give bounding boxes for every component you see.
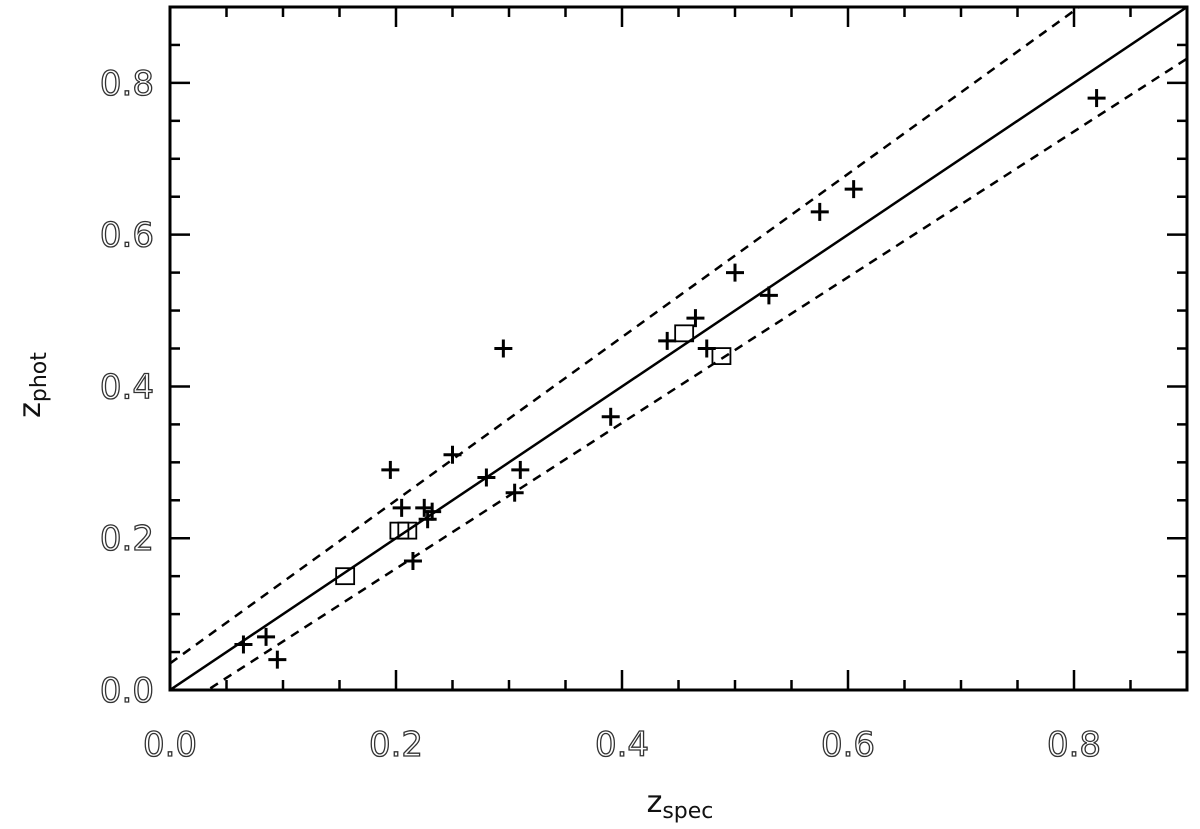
x-axis-label-main: z (647, 785, 663, 820)
plus-marker (381, 460, 400, 479)
plus-marker (810, 202, 829, 221)
x-tick-label: 0.4 (595, 725, 649, 765)
axis-ticks (168, 5, 1189, 692)
x-tick-label: 0.0 (143, 725, 197, 765)
plot-frame (168, 5, 1189, 692)
y-axis-label-sub: phot (27, 352, 52, 402)
y-tick-label: 0.0 (100, 671, 154, 711)
plus-marker (686, 309, 705, 328)
x-tick-label: 0.8 (1047, 725, 1101, 765)
square-marker (335, 567, 356, 586)
plus-marker (443, 445, 462, 464)
dashed-bound-line-2 (205, 57, 1187, 690)
plus-marker (494, 339, 513, 358)
plus-marker (403, 551, 422, 570)
tick-labels: 0.0 0.2 0.4 0.6 0.8 0.0 0.2 0.4 0.6 0.8 (99, 63, 1101, 765)
x-axis-label: zspec (647, 785, 714, 824)
x-axis-label-sub: spec (662, 799, 713, 824)
plus-marker (511, 460, 530, 479)
plus-marker (726, 263, 744, 282)
plus-marker (658, 331, 677, 350)
y-tick-label: 0.2 (100, 519, 154, 559)
plus-marker (234, 635, 253, 654)
y-tick-label: 0.4 (100, 367, 154, 407)
plus-marker (392, 498, 411, 517)
square-marker (674, 324, 695, 343)
one-to-one-line (170, 7, 1187, 690)
data-points (234, 89, 1106, 669)
x-tick-label: 0.6 (821, 725, 875, 765)
y-tick-label: 0.6 (100, 216, 154, 256)
y-tick-label: 0.8 (100, 64, 154, 104)
plus-marker (257, 627, 276, 646)
x-tick-label: 0.2 (369, 725, 423, 765)
plus-marker (505, 483, 524, 502)
plus-marker (268, 650, 287, 669)
plus-marker (423, 502, 442, 521)
y-axis-label: zphot (13, 352, 52, 418)
square-marker (711, 347, 732, 365)
plus-marker (844, 180, 863, 199)
square-marker (397, 521, 418, 540)
plus-marker (759, 286, 778, 305)
plus-marker (415, 498, 434, 517)
y-axis-label-main: z (13, 402, 48, 418)
plus-marker (1087, 89, 1106, 108)
dashed-bound-line-1 (170, 7, 1082, 665)
plus-marker (477, 468, 496, 487)
plus-marker (601, 407, 620, 426)
reference-lines (170, 7, 1187, 690)
